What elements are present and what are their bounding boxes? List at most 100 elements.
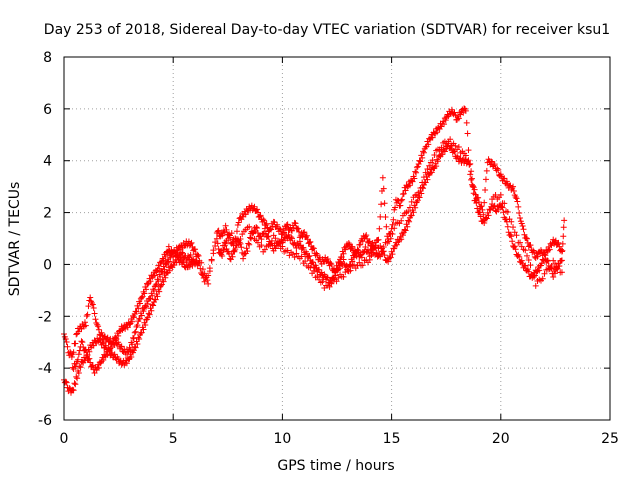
data-point	[483, 215, 490, 222]
data-point	[73, 373, 80, 380]
data-point	[438, 144, 445, 151]
data-point	[465, 147, 472, 154]
data-point	[152, 296, 159, 303]
data-point	[150, 288, 157, 295]
data-point	[527, 262, 534, 269]
data-point	[495, 167, 502, 174]
data-point	[406, 218, 413, 225]
data-point	[64, 343, 71, 350]
data-point	[411, 175, 418, 182]
data-point	[95, 364, 102, 371]
data-point	[536, 267, 543, 274]
data-point	[135, 305, 142, 312]
data-point	[133, 308, 140, 315]
data-point	[147, 278, 154, 285]
data-point	[522, 262, 529, 269]
data-point	[381, 252, 388, 259]
data-point	[146, 311, 153, 318]
data-point	[91, 369, 98, 376]
data-point	[251, 203, 258, 210]
data-point	[515, 203, 522, 210]
data-point	[160, 278, 167, 285]
data-point	[464, 130, 471, 137]
data-point	[440, 118, 447, 125]
data-point	[129, 341, 136, 348]
data-point	[254, 225, 261, 232]
data-point	[115, 339, 122, 346]
data-point	[418, 190, 425, 197]
data-point	[530, 247, 537, 254]
data-point	[510, 187, 517, 194]
data-point	[260, 216, 267, 223]
data-point	[249, 230, 256, 237]
data-point	[544, 257, 551, 264]
data-point	[237, 235, 244, 242]
data-point	[441, 121, 448, 128]
data-point	[519, 223, 526, 230]
data-point	[429, 157, 436, 164]
data-point	[524, 252, 531, 259]
data-point	[417, 185, 424, 192]
data-point	[145, 310, 152, 317]
data-point	[92, 316, 99, 323]
data-point	[246, 223, 253, 230]
data-point	[546, 246, 553, 253]
data-point	[300, 230, 307, 237]
data-point	[95, 326, 102, 333]
data-point	[82, 322, 89, 329]
data-point	[86, 348, 93, 355]
x-tick-label: 10	[273, 431, 291, 447]
data-point	[235, 241, 242, 248]
data-point	[521, 231, 528, 238]
data-point	[482, 186, 489, 193]
data-point	[310, 267, 317, 274]
data-point	[95, 323, 102, 330]
data-point	[192, 261, 199, 268]
data-point	[471, 186, 478, 193]
data-point	[146, 275, 153, 282]
data-point	[391, 225, 398, 232]
data-point	[419, 179, 426, 186]
data-point	[491, 161, 498, 168]
data-point	[389, 221, 396, 228]
data-point	[481, 199, 488, 206]
data-point	[154, 293, 161, 300]
data-point	[400, 190, 407, 197]
data-point	[331, 267, 338, 274]
data-point	[220, 247, 227, 254]
x-tick-label: 20	[492, 431, 510, 447]
data-point	[264, 233, 271, 240]
data-point	[226, 231, 233, 238]
data-point	[488, 158, 495, 165]
data-point	[355, 247, 362, 254]
data-point	[468, 168, 475, 175]
data-point	[387, 254, 394, 261]
data-point	[306, 252, 313, 259]
data-point	[194, 251, 201, 258]
data-point	[210, 247, 217, 254]
data-point	[234, 222, 241, 229]
data-point	[63, 379, 70, 386]
data-point	[398, 236, 405, 243]
data-point	[378, 201, 385, 208]
data-point	[382, 213, 389, 220]
data-point	[560, 224, 567, 231]
data-point	[292, 220, 299, 227]
data-point	[362, 243, 369, 250]
data-point	[272, 235, 279, 242]
data-point	[345, 240, 352, 247]
data-point	[468, 175, 475, 182]
data-point	[379, 174, 386, 181]
data-point	[404, 183, 411, 190]
data-point	[155, 278, 162, 285]
data-point	[219, 242, 226, 249]
data-point	[467, 160, 474, 167]
x-tick-label: 5	[169, 431, 178, 447]
data-point	[261, 246, 268, 253]
data-point	[179, 259, 186, 266]
data-point	[455, 144, 462, 151]
data-point	[409, 178, 416, 185]
data-point	[157, 273, 164, 280]
data-point	[187, 251, 194, 258]
